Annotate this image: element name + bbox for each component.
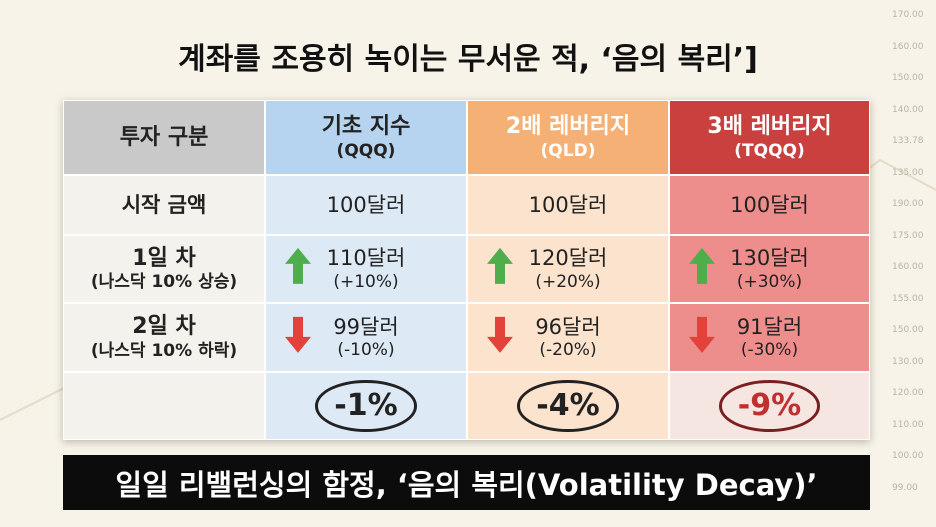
cell-text: 2일 차 (132, 314, 196, 340)
price-label: 120.00 (892, 388, 924, 398)
cell: 투자 구분 (63, 100, 265, 175)
price-label: 135.00 (892, 167, 924, 178)
cell: 2배 레버리지 (QLD) (467, 100, 669, 175)
cell-subtext: (QLD) (540, 140, 596, 161)
banner: 일일 리밸런싱의 함정, ‘음의 복리(Volatility Decay)’ (63, 455, 870, 510)
price-label: 140.00 (892, 104, 924, 115)
cell: 120달러 (+20%) (467, 235, 669, 303)
cell-subtext: (나스닥 10% 상승) (90, 272, 238, 293)
cell: 시작 금액 (63, 175, 265, 235)
price-label: 150.00 (892, 325, 924, 335)
price-label: 170.00 (892, 10, 924, 20)
price-label: 175.00 (892, 230, 924, 241)
cell-subtext: (+10%) (333, 271, 399, 292)
cell: 100달러 (467, 175, 669, 235)
price-label: 190.00 (892, 199, 924, 209)
cell-text: 기초 지수 (321, 114, 411, 140)
cell: 96달러 (-20%) (467, 303, 669, 372)
cell-text: 120달러 (528, 246, 608, 271)
cell: -1% (265, 372, 467, 440)
result: -4% (517, 380, 619, 432)
price-label: 155.00 (892, 293, 924, 304)
cell-subtext: (-10%) (337, 340, 395, 360)
cell-text: 1일 차 (132, 245, 196, 271)
cell-subtext: (TQQQ) (734, 140, 805, 161)
cell-text: 91달러 (736, 314, 803, 339)
cell-text: 2배 레버리지 (505, 114, 631, 140)
up-arrow (486, 246, 514, 292)
cell-text: 100달러 (326, 192, 406, 217)
cell: 기초 지수 (QQQ) (265, 100, 467, 175)
cell: 3배 레버리지 (TQQQ) (669, 100, 870, 175)
cell-subtext: (-20%) (539, 340, 597, 360)
price-label: 110.00 (892, 419, 924, 430)
cell-text: 시작 금액 (121, 192, 207, 217)
price-label: 99.00 (892, 482, 918, 493)
cell: 99달러 (-10%) (265, 303, 467, 372)
up-arrow (284, 246, 312, 292)
cell-text: 99달러 (333, 314, 399, 339)
cell (63, 372, 265, 440)
price-label: 150.00 (892, 73, 924, 83)
cell: 1일 차 (나스닥 10% 상승) (63, 235, 265, 303)
price-label: 100.00 (892, 451, 924, 461)
cell-text: 110달러 (326, 246, 406, 271)
price-label: 133.78 (892, 136, 924, 146)
cell-subtext: (나스닥 10% 하락) (90, 340, 238, 361)
result: -1% (315, 380, 417, 432)
cell: 130달러 (+30%) (669, 235, 870, 303)
cell-text: 투자 구분 (119, 124, 209, 150)
cell-subtext: (+30%) (736, 271, 803, 292)
price-label: 160.00 (892, 41, 924, 52)
cell-text: 3배 레버리지 (707, 114, 832, 140)
title: 계좌를 조용히 녹이는 무서운 적, ‘음의 복리’] (178, 42, 758, 77)
cell: -9% (669, 372, 870, 440)
up-arrow (688, 246, 716, 292)
cell: 100달러 (669, 175, 870, 235)
price-label: 160.00 (892, 262, 924, 272)
cell: 110달러 (+10%) (265, 235, 467, 303)
cell-text: 100달러 (730, 192, 809, 217)
cell-subtext: (QQQ) (336, 140, 396, 161)
down-arrow (688, 314, 716, 360)
cell: 91달러 (-30%) (669, 303, 870, 372)
down-arrow (486, 314, 514, 360)
price-axis: 170.00 160.00 150.00 140.00 133.78 135.00 190.… (892, 10, 932, 514)
cell-text: 96달러 (535, 314, 601, 339)
table: 투자 구분 기초 지수 (QQQ) 2배 레버리지 (QLD) 3배 레버리지 (TQQQ)… (63, 100, 870, 440)
down-arrow (284, 314, 312, 360)
cell-text: 130달러 (730, 246, 809, 271)
cell-subtext: (+20%) (535, 271, 601, 292)
cell-text: 100달러 (528, 192, 608, 217)
cell: 2일 차 (나스닥 10% 하락) (63, 303, 265, 372)
cell: 100달러 (265, 175, 467, 235)
cell-subtext: (-30%) (740, 340, 799, 360)
cell: -4% (467, 372, 669, 440)
price-label: 130.00 (892, 356, 924, 367)
result: -9% (718, 380, 821, 432)
